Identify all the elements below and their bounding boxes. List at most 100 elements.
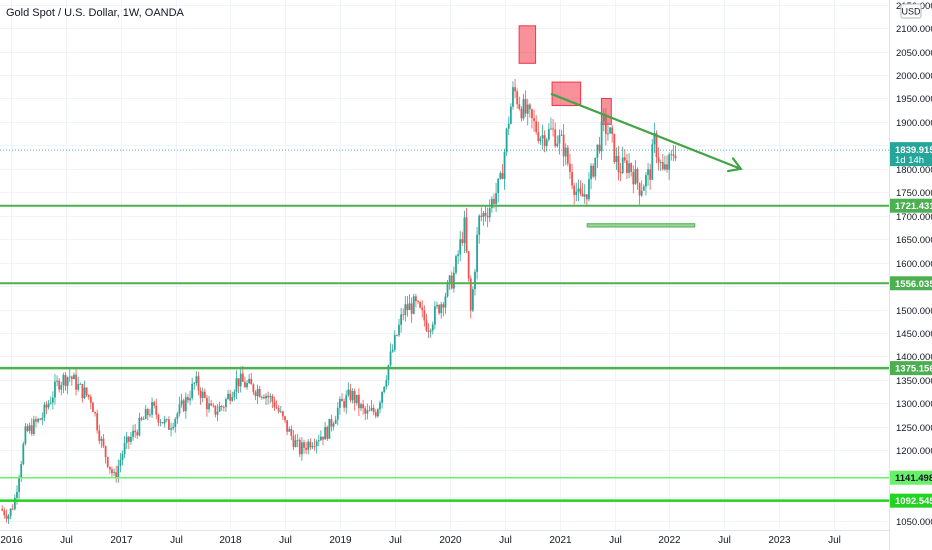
horizontal-levels[interactable] [0, 149, 889, 502]
candle-body [174, 418, 177, 427]
candle-body [585, 194, 588, 200]
y-tick-label: 1900.000 [896, 118, 932, 129]
price-axis[interactable]: 1050.0001100.0001150.0001200.0001250.000… [896, 1, 932, 528]
x-tick-label: Jul [499, 535, 512, 546]
candle-body [653, 133, 656, 145]
candle-body [7, 515, 10, 519]
candle-body [427, 330, 430, 332]
candle-body [421, 307, 424, 311]
candle-body [113, 472, 115, 474]
candle-body [58, 380, 61, 390]
candle-body [267, 395, 270, 398]
candle-body [588, 179, 590, 200]
candle-body [9, 508, 12, 516]
x-tick-label: 2018 [219, 535, 242, 546]
candle-body [573, 185, 576, 195]
candle-body [482, 212, 485, 217]
candle-body [442, 304, 445, 308]
candle-body [372, 407, 375, 413]
candle-body [140, 417, 143, 420]
candle-body [260, 396, 263, 398]
x-tick-label: 2017 [110, 535, 133, 546]
candle-body [594, 157, 597, 177]
candle-body [121, 454, 124, 460]
candle-body [5, 515, 8, 519]
candle-body [338, 398, 341, 408]
candle-body [248, 378, 251, 384]
candle-body [613, 133, 616, 162]
candle-body [56, 380, 58, 382]
candle-body [655, 133, 658, 158]
candle-body [231, 396, 234, 401]
candle-body [657, 157, 660, 163]
candle-body [499, 173, 502, 179]
candle-body [514, 87, 516, 92]
candle-body [556, 143, 559, 147]
trendline-drawing[interactable] [550, 92, 743, 173]
candle-body [292, 436, 295, 447]
candle-body [621, 157, 624, 174]
candle-body [431, 324, 434, 331]
candle-body [404, 304, 407, 315]
candle-body [423, 310, 426, 321]
candle-body [241, 373, 244, 382]
candle-body [417, 301, 419, 302]
candle-body [218, 405, 221, 412]
candle-body [296, 439, 299, 441]
candle-body [290, 428, 293, 437]
trendline-arrow[interactable] [550, 92, 742, 170]
candle-body [412, 296, 415, 314]
candle-body [170, 428, 172, 430]
time-axis[interactable]: 2016 Jul 2017 Jul 2018 Jul 2019 Jul 2020 Jul 2021 J… [0, 535, 841, 546]
candle-body [638, 183, 641, 196]
candle-body [408, 303, 411, 311]
zone-rectangle [518, 25, 537, 64]
candle-body [490, 198, 493, 209]
candle-body [425, 320, 428, 331]
candle-body [172, 426, 175, 429]
candle-body [37, 418, 39, 422]
candle-body [275, 407, 278, 409]
candle-body [279, 411, 282, 413]
candle-body [575, 191, 578, 195]
candle-body [130, 436, 132, 442]
candle-body [452, 272, 455, 289]
candle-body [433, 306, 436, 325]
candle-body [176, 413, 179, 419]
candle-body [393, 335, 396, 350]
candle-body [330, 419, 333, 427]
candle-body [528, 104, 531, 110]
candle-body [602, 114, 605, 122]
level-price-tag [890, 276, 932, 291]
candle-body [476, 234, 478, 272]
candle-body [328, 419, 331, 439]
candle-body [252, 384, 255, 393]
candle-body [526, 104, 529, 114]
candle-body [142, 418, 145, 420]
candle-body [273, 401, 276, 408]
currency-label: USD [901, 7, 921, 17]
currency-badge[interactable] [900, 3, 922, 19]
candle-body [41, 417, 44, 420]
candle-body [18, 477, 20, 492]
candle-body [362, 404, 365, 409]
candle-body [670, 154, 673, 156]
candle-body [632, 171, 635, 185]
y-tick-label: 1300.000 [896, 399, 932, 410]
candle-body [269, 396, 272, 398]
candle-body [486, 215, 489, 218]
level-price-tag [890, 361, 932, 376]
candle-body [313, 446, 316, 447]
candle-body [96, 413, 99, 431]
candle-body [659, 162, 662, 163]
candle-body [244, 381, 246, 388]
candle-body [387, 365, 390, 381]
candle-body [465, 217, 468, 252]
candle-body [370, 407, 373, 411]
y-tick-label: 1250.000 [896, 423, 932, 434]
candle-body [66, 377, 69, 386]
candle-body [349, 389, 352, 401]
candle-body [617, 155, 620, 172]
candle-body [191, 383, 194, 399]
